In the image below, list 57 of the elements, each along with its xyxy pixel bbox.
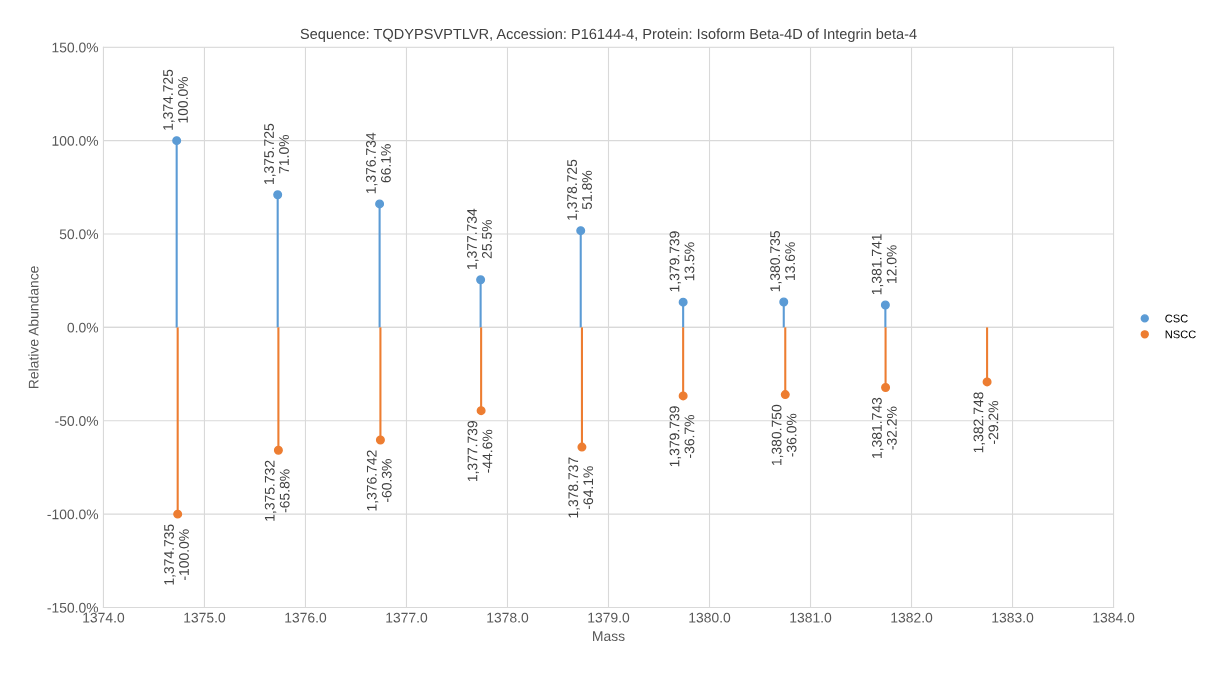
y-axis-title: Relative Abundance [28,266,39,389]
point [476,406,486,416]
data-label: 1,381.743 -32.2% [871,397,897,458]
point [172,136,182,146]
point [577,442,587,452]
point [576,226,586,236]
point [678,297,688,307]
point [779,297,789,307]
point [273,445,283,455]
data-label: 1,380.735 13.6% [770,231,795,292]
y-tick-label: -50.0% [55,416,99,426]
x-axis-title: Mass [593,631,625,642]
legend-label: NSCC [1165,330,1196,339]
x-tick-label: 1375.0 [184,612,226,623]
point [375,199,385,209]
data-label: 1,379.739 13.5% [669,231,695,292]
x-tick-label: 1384.0 [1093,612,1135,623]
x-tick-label: 1378.0 [487,612,529,623]
x-tick-label: 1380.0 [689,612,731,623]
y-tick-label: -100.0% [47,509,99,520]
data-label: 1,375.725 71.0% [264,123,289,184]
x-tick-label: 1383.0 [992,612,1034,623]
x-tick-label: 1374.0 [83,612,125,623]
y-tick-label: 100.0% [52,135,99,146]
point [173,509,183,519]
y-tick-label: 50.0% [59,229,99,240]
chart-title: Sequence: TQDYPSVPTLVR, Accession: P16144-4, Protein: Isoform Beta-4D of Integrin beta-4 [300,28,917,42]
legend-label: CSC [1165,314,1188,323]
data-label: 1,374.725 100.0% [163,69,188,130]
x-tick-label: 1381.0 [790,612,832,623]
point [678,391,688,401]
point [881,383,891,393]
y-tick-label: -150.0% [47,602,99,613]
data-label: 1,377.739 -44.6% [467,421,493,482]
data-label: 1,381.741 12.0% [871,234,897,295]
point [880,300,890,310]
point [273,190,283,200]
data-label: 1,376.734 66.1% [366,132,391,194]
data-label: 1,382.748 -29.2% [973,392,999,453]
data-label: 1,375.732 -65.8% [264,460,290,521]
data-label: 1,378.737 -64.1% [568,457,594,518]
data-label: 1,378.725 51.8% [567,159,592,220]
x-tick-label: 1377.0 [386,612,428,623]
y-tick-label: 0.0% [67,322,99,333]
point [982,377,992,387]
x-tick-label: 1382.0 [891,612,933,623]
point [375,435,385,445]
x-tick-label: 1379.0 [588,612,630,623]
y-tick-label: 150.0% [52,42,99,53]
data-label: 1,377.734 25.5% [467,208,492,269]
data-label: 1,379.739 -36.7% [669,406,695,467]
point [476,275,486,285]
point [780,390,790,400]
data-label: 1,376.742 -60.3% [366,450,392,511]
x-tick-label: 1376.0 [285,612,327,623]
data-label: 1,374.735 -100.0% [164,524,189,585]
data-label: 1,380.750 -36.0% [771,404,797,466]
